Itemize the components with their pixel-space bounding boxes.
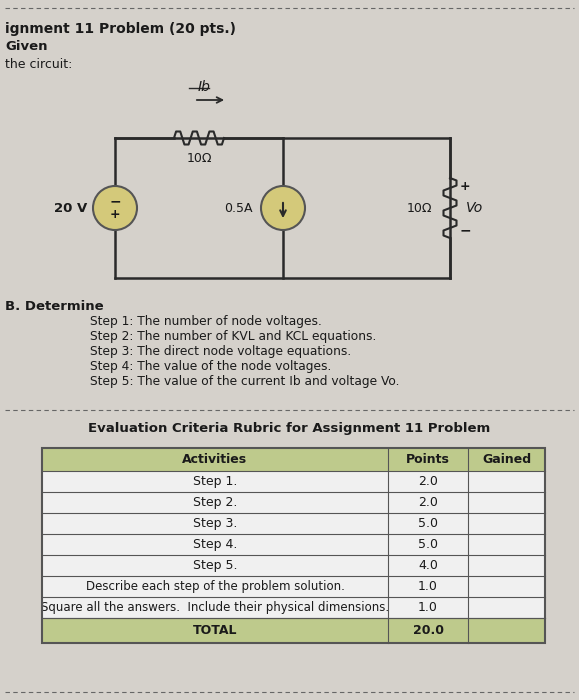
Text: Activities: Activities [182,453,248,466]
Text: Evaluation Criteria Rubric for Assignment 11 Problem: Evaluation Criteria Rubric for Assignmen… [88,422,490,435]
Text: B. Determine: B. Determine [5,300,104,313]
Bar [42,448,545,643]
Text: Gained: Gained [482,453,531,466]
Text: 4.0: 4.0 [418,559,438,572]
Text: ignment 11 Problem (20 pts.): ignment 11 Problem (20 pts.) [5,22,236,36]
Bar [42,492,545,513]
Text: 2.0: 2.0 [418,475,438,488]
Text: Step 4: The value of the node voltages.: Step 4: The value of the node voltages. [90,360,331,373]
Text: −: − [460,223,472,237]
Text: 1.0: 1.0 [418,601,438,614]
Text: Square all the answers.  Include their physical dimensions.: Square all the answers. Include their ph… [41,601,389,614]
Text: 1.0: 1.0 [418,580,438,593]
Text: +: + [109,209,120,221]
Text: Ib: Ib [197,80,210,94]
Bar [42,555,545,576]
Text: 0.5A: 0.5A [225,202,253,214]
Text: Step 2.: Step 2. [193,496,237,509]
Bar [42,513,545,534]
Text: the circuit:: the circuit: [5,58,72,71]
Text: 5.0: 5.0 [418,517,438,530]
Bar [42,597,545,618]
Bar [42,471,545,492]
Bar [42,448,545,471]
Text: Step 5.: Step 5. [193,559,237,572]
Text: 10Ω: 10Ω [406,202,432,214]
Circle shape [261,186,305,230]
Bar [42,534,545,555]
Text: Step 3.: Step 3. [193,517,237,530]
Text: −: − [109,194,121,208]
Text: +: + [460,179,471,193]
Bar [42,618,545,643]
Text: Step 1.: Step 1. [193,475,237,488]
Text: Step 5: The value of the current Ib and voltage Vo.: Step 5: The value of the current Ib and … [90,375,400,388]
Text: Step 2: The number of KVL and KCL equations.: Step 2: The number of KVL and KCL equati… [90,330,376,343]
Text: TOTAL: TOTAL [193,624,237,637]
Text: Describe each step of the problem solution.: Describe each step of the problem soluti… [86,580,345,593]
Text: Given: Given [5,40,47,53]
Circle shape [93,186,137,230]
Text: Step 4.: Step 4. [193,538,237,551]
Text: 20.0: 20.0 [412,624,444,637]
Text: 5.0: 5.0 [418,538,438,551]
Text: Points: Points [406,453,450,466]
Text: Step 3: The direct node voltage equations.: Step 3: The direct node voltage equation… [90,345,351,358]
Text: 20 V: 20 V [54,202,87,214]
Text: 2.0: 2.0 [418,496,438,509]
Text: 10Ω: 10Ω [186,152,212,165]
Text: Vo: Vo [466,201,483,215]
Bar [42,576,545,597]
Text: Step 1: The number of node voltages.: Step 1: The number of node voltages. [90,315,322,328]
